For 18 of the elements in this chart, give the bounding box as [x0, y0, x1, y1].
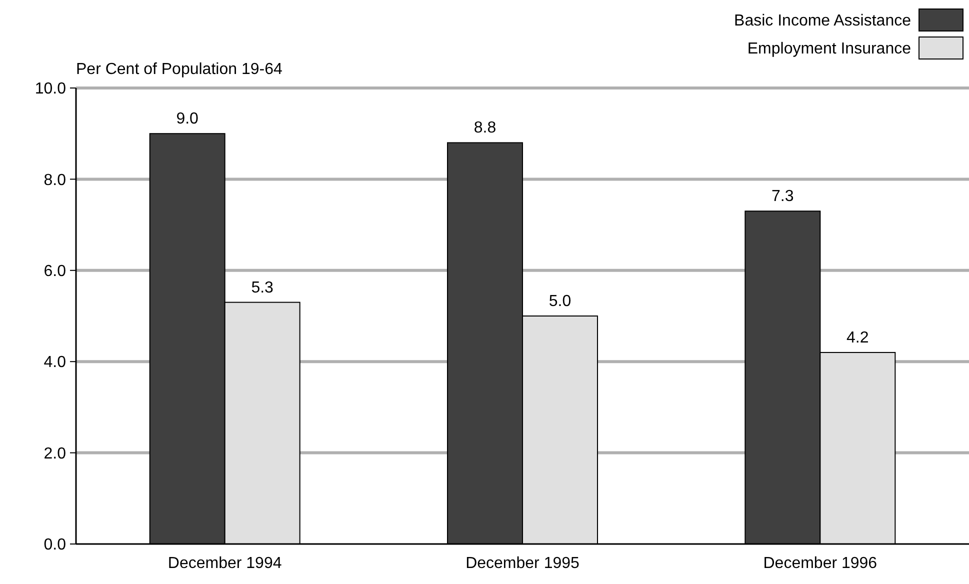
y-tick-label: 4.0: [44, 354, 66, 372]
y-tick-label: 6.0: [44, 263, 66, 280]
legend-label: Basic Income Assistance: [734, 12, 912, 30]
data-label: 4.2: [846, 329, 869, 346]
x-tick-label: December 1996: [763, 555, 878, 572]
y-tick-label: 2.0: [44, 445, 66, 462]
y-tick-label: 0.0: [44, 536, 66, 554]
data-label: 5.3: [251, 279, 274, 296]
y-axis-title: Per Cent of Population 19-64: [76, 61, 282, 78]
data-label: 8.8: [474, 120, 496, 137]
data-label: 5.0: [548, 293, 572, 310]
x-tick-label: December 1995: [466, 555, 580, 572]
y-tick-label: 8.0: [44, 172, 66, 189]
y-tick-label: 10.0: [34, 80, 66, 98]
x-tick-label: December 1994: [168, 555, 282, 572]
data-label: 9.0: [176, 110, 199, 128]
legend-label: Employment Insurance: [747, 40, 912, 58]
data-label: 7.3: [772, 188, 794, 206]
